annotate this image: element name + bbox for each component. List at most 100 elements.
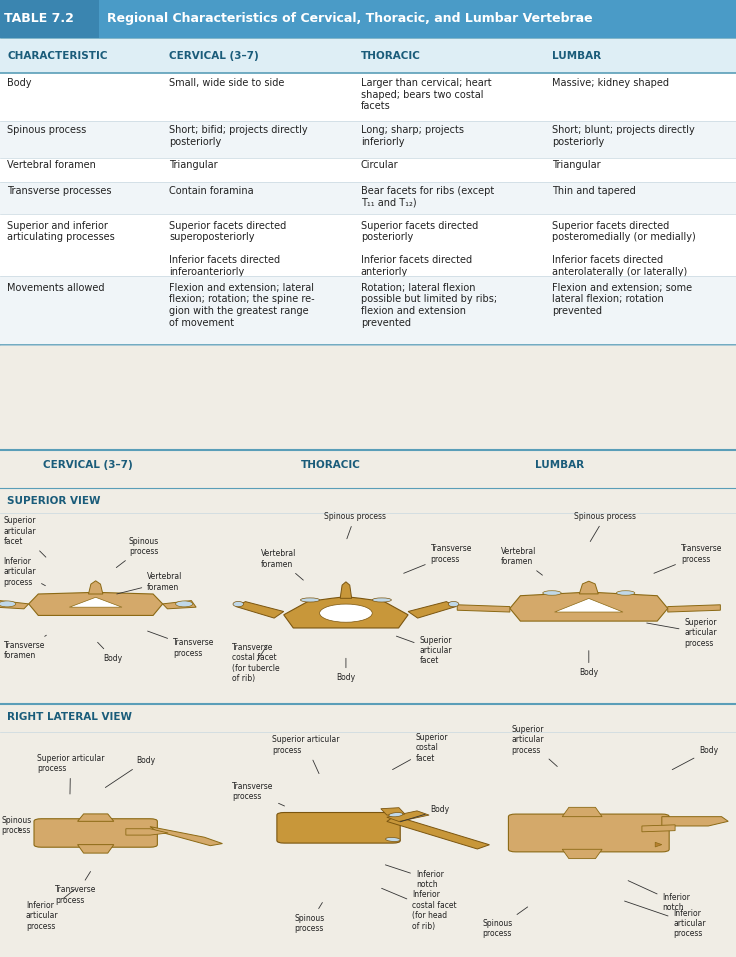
Polygon shape <box>126 829 168 835</box>
Polygon shape <box>150 827 222 846</box>
Text: Regional Characteristics of Cervical, Thoracic, and Lumbar Vertebrae: Regional Characteristics of Cervical, Th… <box>107 12 592 26</box>
Polygon shape <box>655 842 662 847</box>
Text: Superior facets directed
posteriorly

Inferior facets directed
anteriorly: Superior facets directed posteriorly Inf… <box>361 221 478 277</box>
Text: Superior and inferior
articulating processes: Superior and inferior articulating proce… <box>7 221 115 242</box>
FancyBboxPatch shape <box>0 0 99 38</box>
Text: Superior
articular
facet: Superior articular facet <box>4 517 46 557</box>
Text: Superior
costal
facet: Superior costal facet <box>392 733 448 769</box>
Circle shape <box>176 601 193 607</box>
Text: Body: Body <box>7 78 32 88</box>
FancyBboxPatch shape <box>0 158 736 183</box>
Polygon shape <box>668 605 721 612</box>
Polygon shape <box>579 581 598 594</box>
Text: SUPERIOR VIEW: SUPERIOR VIEW <box>7 496 101 506</box>
Text: Transverse
process: Transverse process <box>403 545 472 573</box>
Text: Bear facets for ribs (except
T₁₁ and T₁₂): Bear facets for ribs (except T₁₁ and T₁₂… <box>361 186 494 208</box>
Text: Transverse
foramen: Transverse foramen <box>4 635 46 660</box>
Text: Spinous process: Spinous process <box>574 512 636 542</box>
Text: Spinous process: Spinous process <box>7 125 87 135</box>
Polygon shape <box>0 601 29 609</box>
Text: Body: Body <box>672 746 718 769</box>
FancyBboxPatch shape <box>509 814 669 852</box>
Text: LUMBAR: LUMBAR <box>535 460 584 470</box>
Text: Body: Body <box>579 651 598 678</box>
Ellipse shape <box>372 598 392 602</box>
Ellipse shape <box>386 837 400 841</box>
Polygon shape <box>163 601 196 609</box>
Text: Triangular: Triangular <box>169 161 218 170</box>
FancyBboxPatch shape <box>0 122 736 158</box>
Text: Superior
articular
process: Superior articular process <box>647 618 717 648</box>
Polygon shape <box>340 582 352 598</box>
Polygon shape <box>88 581 103 594</box>
Text: Spinous process: Spinous process <box>324 512 386 539</box>
Text: Long; sharp; projects
inferiorly: Long; sharp; projects inferiorly <box>361 125 464 146</box>
Polygon shape <box>510 592 668 621</box>
Ellipse shape <box>233 601 244 607</box>
Polygon shape <box>562 808 602 816</box>
Text: CERVICAL (3–7): CERVICAL (3–7) <box>43 460 133 470</box>
Text: Transverse
process: Transverse process <box>55 872 96 904</box>
Text: Inferior
articular
process: Inferior articular process <box>625 901 706 938</box>
Text: Movements allowed: Movements allowed <box>7 283 105 293</box>
Text: RIGHT LATERAL VIEW: RIGHT LATERAL VIEW <box>7 712 132 722</box>
Text: Transverse
process: Transverse process <box>654 545 722 573</box>
Circle shape <box>319 604 372 622</box>
Polygon shape <box>555 598 623 612</box>
Ellipse shape <box>617 590 635 595</box>
Text: Superior
articular
process: Superior articular process <box>512 725 557 767</box>
FancyBboxPatch shape <box>0 74 736 122</box>
Text: Vertebral
foramen: Vertebral foramen <box>500 546 542 575</box>
Polygon shape <box>29 592 163 615</box>
Polygon shape <box>77 813 114 821</box>
Text: Vertebral
foramen: Vertebral foramen <box>261 549 303 580</box>
Text: Spinous
process: Spinous process <box>1 815 32 835</box>
Polygon shape <box>408 602 456 618</box>
Text: Short; blunt; projects directly
posteriorly: Short; blunt; projects directly posterio… <box>552 125 695 146</box>
Text: Transverse processes: Transverse processes <box>7 186 112 195</box>
Ellipse shape <box>300 598 319 602</box>
Text: Transverse
process: Transverse process <box>148 631 214 657</box>
Polygon shape <box>69 597 122 607</box>
Polygon shape <box>283 596 408 628</box>
Text: Massive; kidney shaped: Massive; kidney shaped <box>552 78 669 88</box>
Text: Body: Body <box>98 642 122 662</box>
Text: Spinous
process: Spinous process <box>116 537 159 568</box>
Text: Transverse
process: Transverse process <box>232 782 285 806</box>
FancyBboxPatch shape <box>34 819 158 847</box>
Text: Short; bifid; projects directly
posteriorly: Short; bifid; projects directly posterio… <box>169 125 308 146</box>
Text: TABLE 7.2: TABLE 7.2 <box>4 12 74 26</box>
FancyBboxPatch shape <box>0 183 736 214</box>
Text: Body: Body <box>336 658 355 682</box>
Polygon shape <box>662 816 728 826</box>
Text: CERVICAL (3–7): CERVICAL (3–7) <box>169 51 259 60</box>
Text: Flexion and extension; some
lateral flexion; rotation
prevented: Flexion and extension; some lateral flex… <box>552 283 692 316</box>
Text: Small, wide side to side: Small, wide side to side <box>169 78 285 88</box>
Text: Circular: Circular <box>361 161 398 170</box>
Text: Inferior
costal facet
(for head
of rib): Inferior costal facet (for head of rib) <box>381 888 457 930</box>
FancyBboxPatch shape <box>0 0 736 38</box>
Text: Body: Body <box>105 756 155 788</box>
Text: Thin and tapered: Thin and tapered <box>552 186 636 195</box>
Text: Spinous
process: Spinous process <box>294 902 325 933</box>
Polygon shape <box>77 845 114 853</box>
Polygon shape <box>387 811 429 821</box>
FancyBboxPatch shape <box>0 214 736 276</box>
Text: Flexion and extension; lateral
flexion; rotation; the spine re-
gion with the gr: Flexion and extension; lateral flexion; … <box>169 283 315 327</box>
FancyBboxPatch shape <box>277 812 400 843</box>
Ellipse shape <box>542 590 561 595</box>
Text: Superior facets directed
posteromedially (or medially)

Inferior facets directed: Superior facets directed posteromedially… <box>552 221 696 277</box>
Text: Vertebral foramen: Vertebral foramen <box>7 161 96 170</box>
Text: THORACIC: THORACIC <box>361 51 420 60</box>
Text: Larger than cervical; heart
shaped; bears two costal
facets: Larger than cervical; heart shaped; bear… <box>361 78 491 111</box>
Polygon shape <box>562 849 602 858</box>
Text: Body: Body <box>400 805 450 822</box>
Ellipse shape <box>389 812 403 816</box>
Text: Superior
articular
facet: Superior articular facet <box>397 635 452 665</box>
Text: Inferior
notch: Inferior notch <box>628 880 690 912</box>
Text: Vertebral
foramen: Vertebral foramen <box>117 572 183 594</box>
Text: Spinous
process: Spinous process <box>482 907 528 938</box>
Polygon shape <box>457 605 510 612</box>
Text: Inferior
articular
process: Inferior articular process <box>26 889 75 930</box>
Text: THORACIC: THORACIC <box>301 460 361 470</box>
